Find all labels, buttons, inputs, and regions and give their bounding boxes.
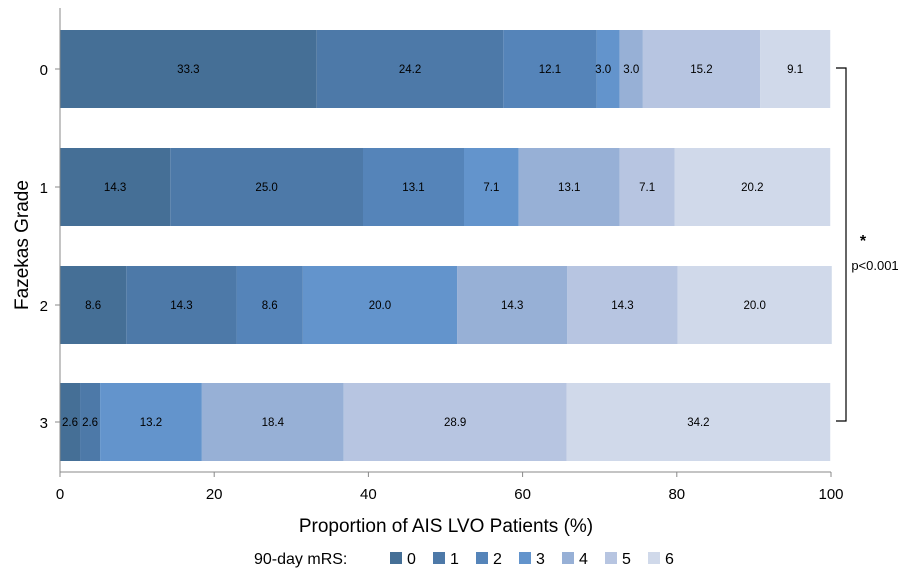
bar-segment-grade-1-mrs-3 xyxy=(464,148,519,226)
x-tick-label: 60 xyxy=(514,486,531,503)
y-tick-label: 3 xyxy=(40,415,48,432)
bar-segment-grade-3-mrs-6 xyxy=(566,383,831,461)
bar-label-grade-3-mrs-5: 28.9 xyxy=(444,417,466,429)
legend-swatch-mrs-5 xyxy=(605,552,617,564)
bar-segment-grade-2-mrs-6 xyxy=(677,266,832,344)
legend-title: 90-day mRS: xyxy=(254,551,347,568)
p-value-label: p<0.001 xyxy=(851,258,898,273)
bar-segment-grade-1-mrs-1 xyxy=(170,148,364,226)
x-tick-labels: 0 20 40 60 80 100 xyxy=(56,472,844,503)
bar-label-grade-0-mrs-5: 15.2 xyxy=(690,64,712,76)
bar-segment-grade-0-mrs-0 xyxy=(60,30,317,108)
bar-label-grade-2-mrs-5: 14.3 xyxy=(611,300,633,312)
bar-segment-grade-2-mrs-5 xyxy=(567,266,678,344)
bar-segment-grade-0-mrs-4 xyxy=(619,30,643,108)
x-tick-label: 40 xyxy=(360,486,377,503)
bar-segment-grade-3-mrs-4 xyxy=(201,383,344,461)
bar-label-grade-1-mrs-3: 7.1 xyxy=(483,182,499,194)
bar-label-grade-3-mrs-6: 34.2 xyxy=(687,417,709,429)
legend-label-mrs-0: 0 xyxy=(407,551,416,568)
bar-label-grade-0-mrs-6: 9.1 xyxy=(787,64,803,76)
bar-label-grade-3-mrs-1: 2.6 xyxy=(82,417,98,429)
bar-label-grade-2-mrs-6: 20.0 xyxy=(743,300,765,312)
bar-segment-grade-2-mrs-0 xyxy=(60,266,127,344)
legend-label-mrs-4: 4 xyxy=(579,551,588,568)
bar-label-grade-0-mrs-0: 33.3 xyxy=(177,64,199,76)
bar-segment-grade-3-mrs-5 xyxy=(343,383,567,461)
y-tick-label: 1 xyxy=(40,180,48,197)
legend-label-mrs-3: 3 xyxy=(536,551,545,568)
legend-swatch-mrs-0 xyxy=(390,552,402,564)
bar-label-grade-1-mrs-4: 13.1 xyxy=(558,182,580,194)
bar-segment-grade-1-mrs-2 xyxy=(363,148,465,226)
bar-label-grade-1-mrs-6: 20.2 xyxy=(741,182,763,194)
bar-label-grade-1-mrs-0: 14.3 xyxy=(104,182,126,194)
bar-segment-grade-2-mrs-3 xyxy=(302,266,458,344)
bar-segment-grade-3-mrs-0 xyxy=(60,383,81,461)
bar-label-grade-0-mrs-1: 24.2 xyxy=(399,64,421,76)
x-tick-label: 20 xyxy=(206,486,223,503)
y-tick-labels: 0 1 2 3 xyxy=(40,62,60,432)
bar-segment-grade-0-mrs-5 xyxy=(642,30,761,108)
legend-swatch-mrs-6 xyxy=(648,552,660,564)
x-axis-title: Proportion of AIS LVO Patients (%) xyxy=(299,516,593,537)
bar-label-grade-2-mrs-0: 8.6 xyxy=(85,300,101,312)
bar-label-grade-1-mrs-1: 25.0 xyxy=(255,182,277,194)
bar-segment-grade-3-mrs-1 xyxy=(80,383,101,461)
legend-label-mrs-2: 2 xyxy=(493,551,502,568)
bar-labels-group: 33.3 24.2 12.1 3.0 15.2 9.1 14.3 25.0 13.1 7.1 13.… xyxy=(62,64,803,429)
bar-segment-grade-2-mrs-2 xyxy=(236,266,303,344)
bar-segment-grade-3-mrs-3 xyxy=(100,383,202,461)
bar-label-grade-3-mrs-4: 18.4 xyxy=(262,417,285,429)
bar-segment-grade-2-mrs-1 xyxy=(126,266,237,344)
bar-label-grade-0-mrs-2: 12.1 xyxy=(539,64,561,76)
significance-bracket: * p<0.001 xyxy=(836,67,899,422)
bar-segment-grade-2-mrs-4 xyxy=(457,266,568,344)
bar-label-grade-0-mrs-3: 3.0 xyxy=(595,64,611,76)
bar-label-grade-1-mrs-5: 7.1 xyxy=(639,182,655,194)
bar-segment-grade-1-mrs-4 xyxy=(518,148,620,226)
y-tick-label: 0 xyxy=(40,62,48,79)
legend-swatch-mrs-2 xyxy=(476,552,488,564)
legend-label-mrs-6: 6 xyxy=(665,551,674,568)
bar-segment-grade-0-mrs-6 xyxy=(760,30,831,108)
x-tick-label: 80 xyxy=(668,486,685,503)
bar-label-grade-2-mrs-1: 14.3 xyxy=(170,300,192,312)
bar-label-grade-2-mrs-3: 20.0 xyxy=(369,300,391,312)
bar-segment-grade-0-mrs-3 xyxy=(596,30,620,108)
bar-label-grade-3-mrs-3: 13.2 xyxy=(140,417,162,429)
bar-label-grade-1-mrs-2: 13.1 xyxy=(402,182,424,194)
bar-label-grade-2-mrs-2: 8.6 xyxy=(262,300,278,312)
bar-label-grade-3-mrs-0: 2.6 xyxy=(62,417,78,429)
legend-label-mrs-1: 1 xyxy=(450,551,459,568)
x-tick-label: 0 xyxy=(56,486,64,503)
bar-label-grade-2-mrs-4: 14.3 xyxy=(501,300,523,312)
legend: 90-day mRS: 0 1 2 3 4 5 6 xyxy=(254,551,674,568)
bar-segment-grade-0-mrs-2 xyxy=(503,30,597,108)
legend-swatch-mrs-4 xyxy=(562,552,574,564)
significance-star: * xyxy=(860,233,867,250)
legend-swatch-mrs-3 xyxy=(519,552,531,564)
bar-segment-grade-1-mrs-6 xyxy=(674,148,831,226)
bars-group xyxy=(60,30,832,461)
bar-segment-grade-1-mrs-5 xyxy=(619,148,675,226)
legend-swatch-mrs-1 xyxy=(433,552,445,564)
x-tick-label: 100 xyxy=(818,486,843,503)
bar-label-grade-0-mrs-4: 3.0 xyxy=(623,64,639,76)
bar-segment-grade-0-mrs-1 xyxy=(316,30,504,108)
y-axis-title: Fazekas Grade xyxy=(12,180,33,310)
bar-segment-grade-1-mrs-0 xyxy=(60,148,171,226)
y-tick-label: 2 xyxy=(40,298,48,315)
legend-label-mrs-5: 5 xyxy=(622,551,631,568)
